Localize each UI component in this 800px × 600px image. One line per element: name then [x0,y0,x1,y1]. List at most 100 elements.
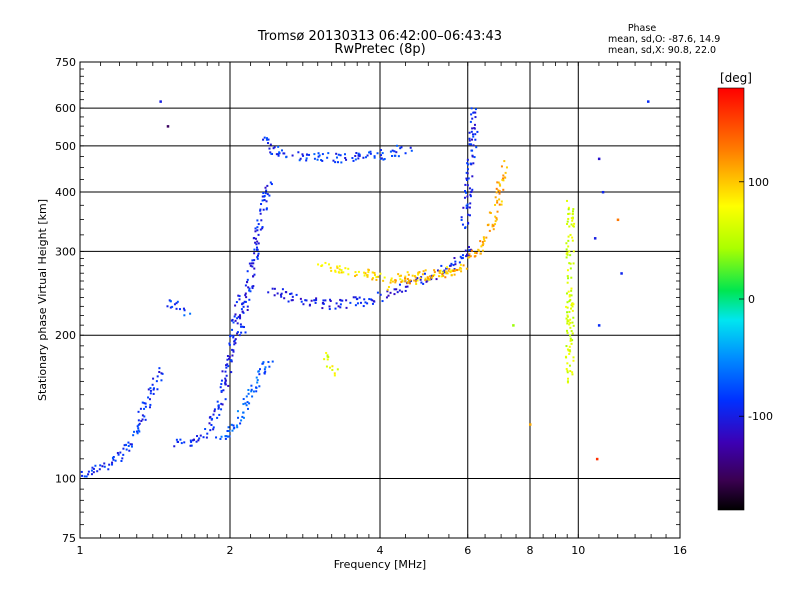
trace-point [422,270,425,273]
trace-point [568,310,571,313]
trace-point [242,411,245,414]
trace-point [175,438,178,441]
trace-point [468,249,471,252]
trace-point [127,444,130,447]
trace-point [221,403,224,406]
trace-point [390,154,393,157]
trace-point [431,275,434,278]
trace-point [391,149,394,152]
trace-point [247,392,250,395]
trace-point [252,237,255,240]
trace-point [572,316,575,319]
trace-point [354,158,357,161]
trace-point [219,386,222,389]
trace-point [471,188,474,191]
chart-title: Tromsø 20130313 06:42:00–06:43:43 [257,29,502,44]
trace-point [566,220,569,223]
trace-point [408,282,411,285]
x-tick-label: 4 [377,544,384,557]
trace-point [273,287,276,290]
trace-point [233,339,236,342]
trace-point [356,302,359,305]
trace-point [408,280,411,283]
trace-point [433,269,436,272]
trace-point [257,242,260,245]
trace-point [483,238,486,241]
trace-point [248,289,251,292]
trace-point [220,383,223,386]
trace-point [149,387,152,390]
trace-point [144,405,147,408]
trace-point [280,149,283,152]
scatter-point [529,423,532,426]
trace-point [399,147,402,150]
trace-point [197,439,200,442]
trace-point [567,349,570,352]
trace-point [572,359,575,362]
trace-point [464,183,467,186]
trace-point [130,445,133,448]
trace-point [391,280,394,283]
trace-point [152,387,155,390]
trace-point [239,325,242,328]
trace-point [264,186,267,189]
trace-point [567,277,570,280]
trace-point [280,292,283,295]
trace-point [254,227,257,230]
trace-point [183,309,186,312]
trace-point [225,435,228,438]
trace-point [570,307,573,310]
trace-point [231,429,234,432]
trace-point [169,306,172,309]
trace-point [567,208,570,211]
trace-point [338,265,341,268]
trace-point [466,158,469,161]
trace-point [333,372,336,375]
trace-point [277,153,280,156]
trace-point [158,367,161,370]
trace-point [253,267,256,270]
trace-point [299,157,302,160]
trace-point [373,271,376,274]
y-tick-label: 75 [62,532,76,545]
trace-point [237,416,240,419]
trace-point [367,271,370,274]
trace-point [363,298,366,301]
trace-point [158,370,161,373]
trace-point [474,116,477,119]
trace-point [354,154,357,157]
trace-point [328,305,331,308]
trace-point [210,423,213,426]
trace-point [449,264,452,267]
trace-point [354,271,357,274]
trace-point [355,152,358,155]
trace-point [338,271,341,274]
trace-point [413,275,416,278]
trace-point [354,296,357,299]
trace-point [308,304,311,307]
trace-point [227,384,230,387]
trace-point [318,154,321,157]
trace-point [337,305,340,308]
trace-point [389,291,392,294]
trace-point [161,372,164,375]
trace-point [239,317,242,320]
trace-point [476,130,479,133]
grid-lines [80,62,680,538]
trace-point [568,352,571,355]
trace-point [370,298,373,301]
y-tick-label: 750 [55,56,76,69]
trace-point [406,277,409,280]
trace-point [358,296,361,299]
trace-point [357,157,360,160]
trace-point [152,377,155,380]
trace-point [570,338,573,341]
y-tick-label: 200 [55,329,76,342]
trace-point [137,419,140,422]
trace-point [466,195,469,198]
trace-point [321,159,324,162]
trace-point [495,191,498,194]
trace-point [463,196,466,199]
trace-point [254,237,257,240]
